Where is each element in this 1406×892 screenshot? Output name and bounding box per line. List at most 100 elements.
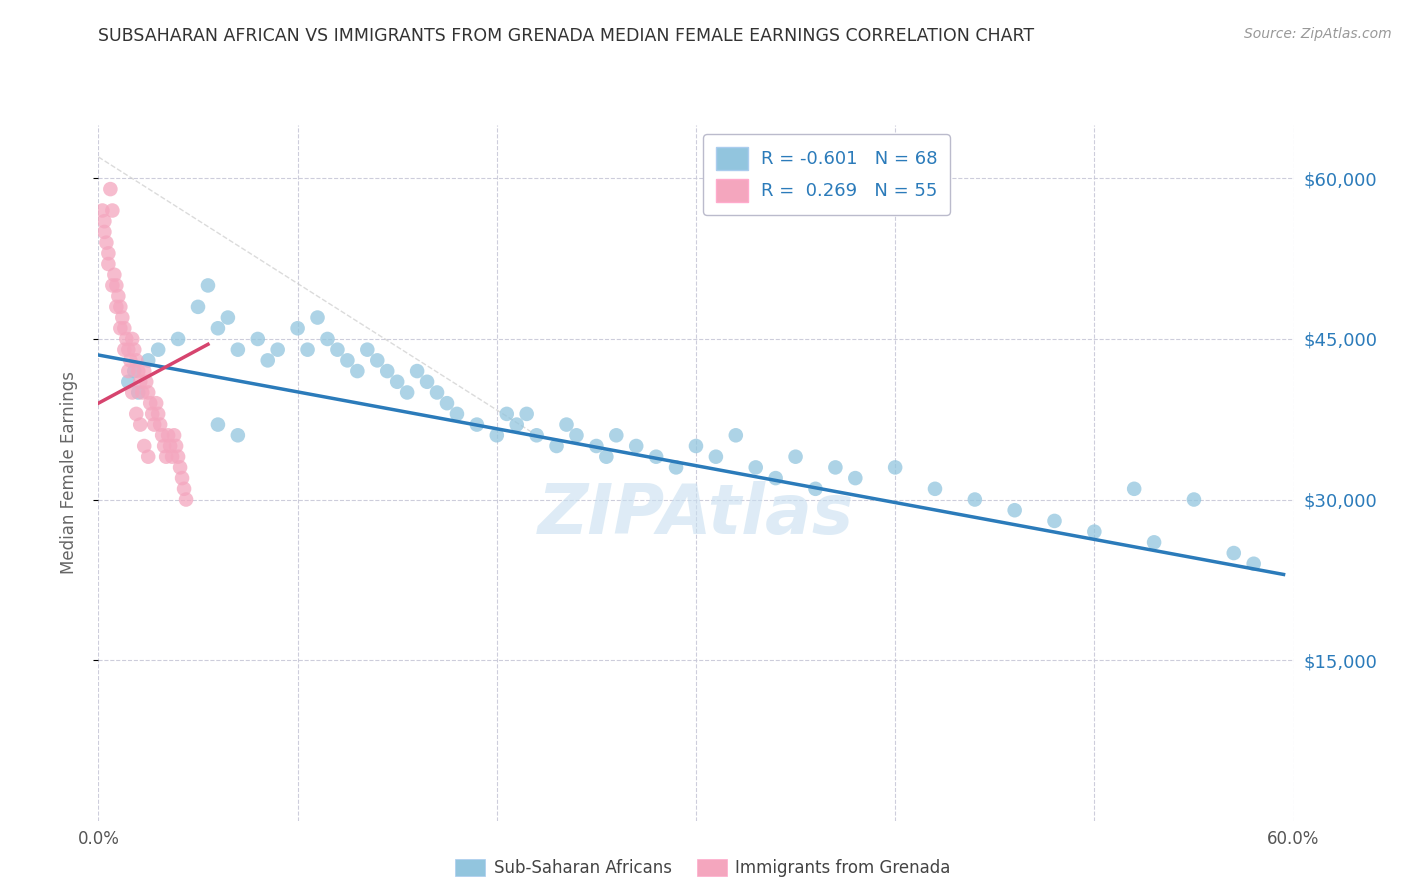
Point xyxy=(595,450,617,464)
Point xyxy=(117,343,139,357)
Point xyxy=(555,417,578,432)
Point xyxy=(804,482,827,496)
Point xyxy=(665,460,688,475)
Text: ZIPAtlas: ZIPAtlas xyxy=(538,481,853,548)
Point xyxy=(436,396,458,410)
Point xyxy=(136,353,159,368)
Legend: R = -0.601   N = 68, R =  0.269   N = 55: R = -0.601 N = 68, R = 0.269 N = 55 xyxy=(703,134,950,215)
Point xyxy=(824,460,846,475)
Point xyxy=(117,375,139,389)
Point xyxy=(495,407,517,421)
Point xyxy=(121,385,143,400)
Point xyxy=(157,428,180,442)
Point xyxy=(446,407,468,421)
Point xyxy=(406,364,429,378)
Point xyxy=(139,396,162,410)
Point xyxy=(159,439,181,453)
Point xyxy=(173,482,195,496)
Point xyxy=(110,321,132,335)
Point xyxy=(316,332,339,346)
Point xyxy=(153,439,176,453)
Point xyxy=(105,300,128,314)
Point xyxy=(96,235,118,250)
Point xyxy=(375,364,398,378)
Point xyxy=(187,300,209,314)
Point xyxy=(356,343,378,357)
Point xyxy=(565,428,588,442)
Point xyxy=(100,182,122,196)
Point xyxy=(516,407,538,421)
Point xyxy=(111,310,134,325)
Point xyxy=(336,353,359,368)
Point xyxy=(172,471,194,485)
Point xyxy=(124,343,146,357)
Point xyxy=(101,203,124,218)
Point xyxy=(346,364,368,378)
Point xyxy=(685,439,707,453)
Point xyxy=(844,471,866,485)
Point xyxy=(1243,557,1265,571)
Point xyxy=(149,417,172,432)
Point xyxy=(884,460,907,475)
Point xyxy=(526,428,548,442)
Point xyxy=(197,278,219,293)
Point xyxy=(546,439,568,453)
Point xyxy=(141,407,163,421)
Point xyxy=(626,439,648,453)
Point xyxy=(246,332,269,346)
Point xyxy=(963,492,986,507)
Point xyxy=(326,343,349,357)
Point xyxy=(1083,524,1105,539)
Point xyxy=(169,460,191,475)
Text: SUBSAHARAN AFRICAN VS IMMIGRANTS FROM GRENADA MEDIAN FEMALE EARNINGS CORRELATION: SUBSAHARAN AFRICAN VS IMMIGRANTS FROM GR… xyxy=(98,27,1035,45)
Point xyxy=(134,439,156,453)
Point xyxy=(207,417,229,432)
Point xyxy=(1004,503,1026,517)
Point xyxy=(605,428,627,442)
Point xyxy=(127,364,149,378)
Point xyxy=(136,385,159,400)
Y-axis label: Median Female Earnings: Median Female Earnings xyxy=(59,371,77,574)
Point xyxy=(93,214,115,228)
Point xyxy=(704,450,727,464)
Point xyxy=(924,482,946,496)
Legend: Sub-Saharan Africans, Immigrants from Grenada: Sub-Saharan Africans, Immigrants from Gr… xyxy=(449,852,957,884)
Point xyxy=(1143,535,1166,549)
Point xyxy=(93,225,115,239)
Point xyxy=(112,343,135,357)
Point xyxy=(125,407,148,421)
Point xyxy=(107,289,129,303)
Point xyxy=(121,332,143,346)
Point xyxy=(1222,546,1246,560)
Point xyxy=(207,321,229,335)
Point xyxy=(127,385,149,400)
Point xyxy=(307,310,329,325)
Point xyxy=(135,375,157,389)
Text: Source: ZipAtlas.com: Source: ZipAtlas.com xyxy=(1244,27,1392,41)
Point xyxy=(97,257,120,271)
Point xyxy=(465,417,488,432)
Point xyxy=(110,300,132,314)
Point xyxy=(724,428,747,442)
Point xyxy=(112,321,135,335)
Point xyxy=(396,385,419,400)
Point xyxy=(217,310,239,325)
Point xyxy=(134,364,156,378)
Point xyxy=(167,450,190,464)
Point xyxy=(1123,482,1146,496)
Point xyxy=(150,428,173,442)
Point xyxy=(131,385,153,400)
Point xyxy=(174,492,197,507)
Point xyxy=(426,385,449,400)
Point xyxy=(125,353,148,368)
Point xyxy=(585,439,607,453)
Point xyxy=(506,417,529,432)
Point xyxy=(366,353,388,368)
Point xyxy=(297,343,319,357)
Point xyxy=(287,321,309,335)
Point xyxy=(226,428,249,442)
Point xyxy=(129,375,152,389)
Point xyxy=(645,450,668,464)
Point xyxy=(105,278,128,293)
Point xyxy=(160,450,183,464)
